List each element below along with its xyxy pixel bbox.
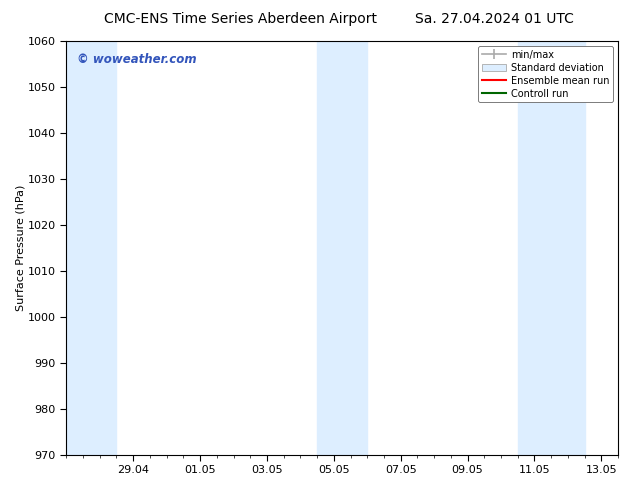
Legend: min/max, Standard deviation, Ensemble mean run, Controll run: min/max, Standard deviation, Ensemble me… <box>478 46 613 102</box>
Text: © woweather.com: © woweather.com <box>77 53 197 67</box>
Bar <box>67 41 117 455</box>
Bar <box>317 41 367 455</box>
Bar <box>518 41 585 455</box>
Text: Sa. 27.04.2024 01 UTC: Sa. 27.04.2024 01 UTC <box>415 12 574 26</box>
Text: CMC-ENS Time Series Aberdeen Airport: CMC-ENS Time Series Aberdeen Airport <box>105 12 377 26</box>
Y-axis label: Surface Pressure (hPa): Surface Pressure (hPa) <box>15 185 25 311</box>
